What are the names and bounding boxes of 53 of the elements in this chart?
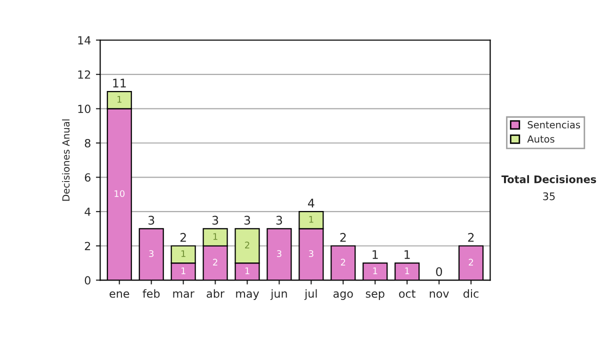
y-axis-title: Decisiones Anual: [62, 119, 70, 201]
x-tick-label: nov: [430, 291, 449, 298]
y-tick-label: 2: [84, 242, 90, 250]
data-label: 1: [118, 96, 122, 103]
text: 35: [543, 192, 555, 200]
total-label: 0: [436, 267, 442, 276]
x-tick-label: jul: [304, 289, 317, 300]
x-tick-label: may: [236, 291, 260, 300]
legend-label: Sentencias: [528, 120, 580, 128]
x-tick-label: mar: [173, 291, 194, 298]
x-tick-label: ago: [333, 291, 353, 300]
total-label: 3: [244, 216, 250, 225]
data-label: 3: [277, 250, 282, 258]
total-label: 11: [113, 78, 126, 88]
total-label: 2: [468, 232, 474, 242]
x-tick-label: feb: [142, 289, 160, 298]
y-tick-label: 6: [84, 173, 90, 182]
x-tick-label: sep: [366, 291, 384, 300]
data-label: 1: [181, 267, 186, 274]
data-label: 2: [468, 258, 473, 266]
data-label: 1: [309, 216, 314, 223]
total-label: 4: [308, 198, 314, 208]
total-label: 1: [404, 250, 410, 259]
data-label: 1: [405, 267, 410, 274]
legend-label: Autos: [527, 135, 554, 143]
data-label: 1: [245, 267, 250, 274]
total-label: 3: [276, 216, 282, 225]
total-label: 3: [212, 216, 218, 225]
data-label: 1: [181, 250, 186, 257]
y-tick-label: 14: [78, 36, 91, 44]
y-tick-label: 0: [84, 276, 90, 285]
total-label: 2: [340, 232, 346, 242]
data-label: 2: [213, 258, 218, 266]
x-tick-label: jun: [270, 289, 287, 300]
data-label: 1: [213, 233, 218, 240]
y-tick-label: 8: [84, 138, 90, 148]
total-label: 1: [372, 250, 378, 259]
data-label: 3: [149, 250, 154, 258]
text: Total Decisiones: [501, 175, 596, 184]
y-tick-label: 10: [78, 104, 90, 114]
x-tick-label: oct: [399, 290, 416, 298]
x-tick-label: abr: [206, 289, 224, 298]
y-tick-label: 4: [84, 208, 91, 216]
data-label: 2: [340, 258, 346, 266]
y-tick-label: 12: [78, 70, 90, 79]
data-label: 10: [114, 190, 125, 198]
data-label: 3: [309, 250, 314, 258]
data-label: 2: [245, 242, 250, 248]
x-tick-label: ene: [110, 291, 130, 298]
x-tick-label: dic: [464, 289, 478, 298]
total-label: 2: [180, 232, 186, 242]
total-label: 3: [148, 216, 154, 225]
data-label: 1: [373, 267, 378, 274]
